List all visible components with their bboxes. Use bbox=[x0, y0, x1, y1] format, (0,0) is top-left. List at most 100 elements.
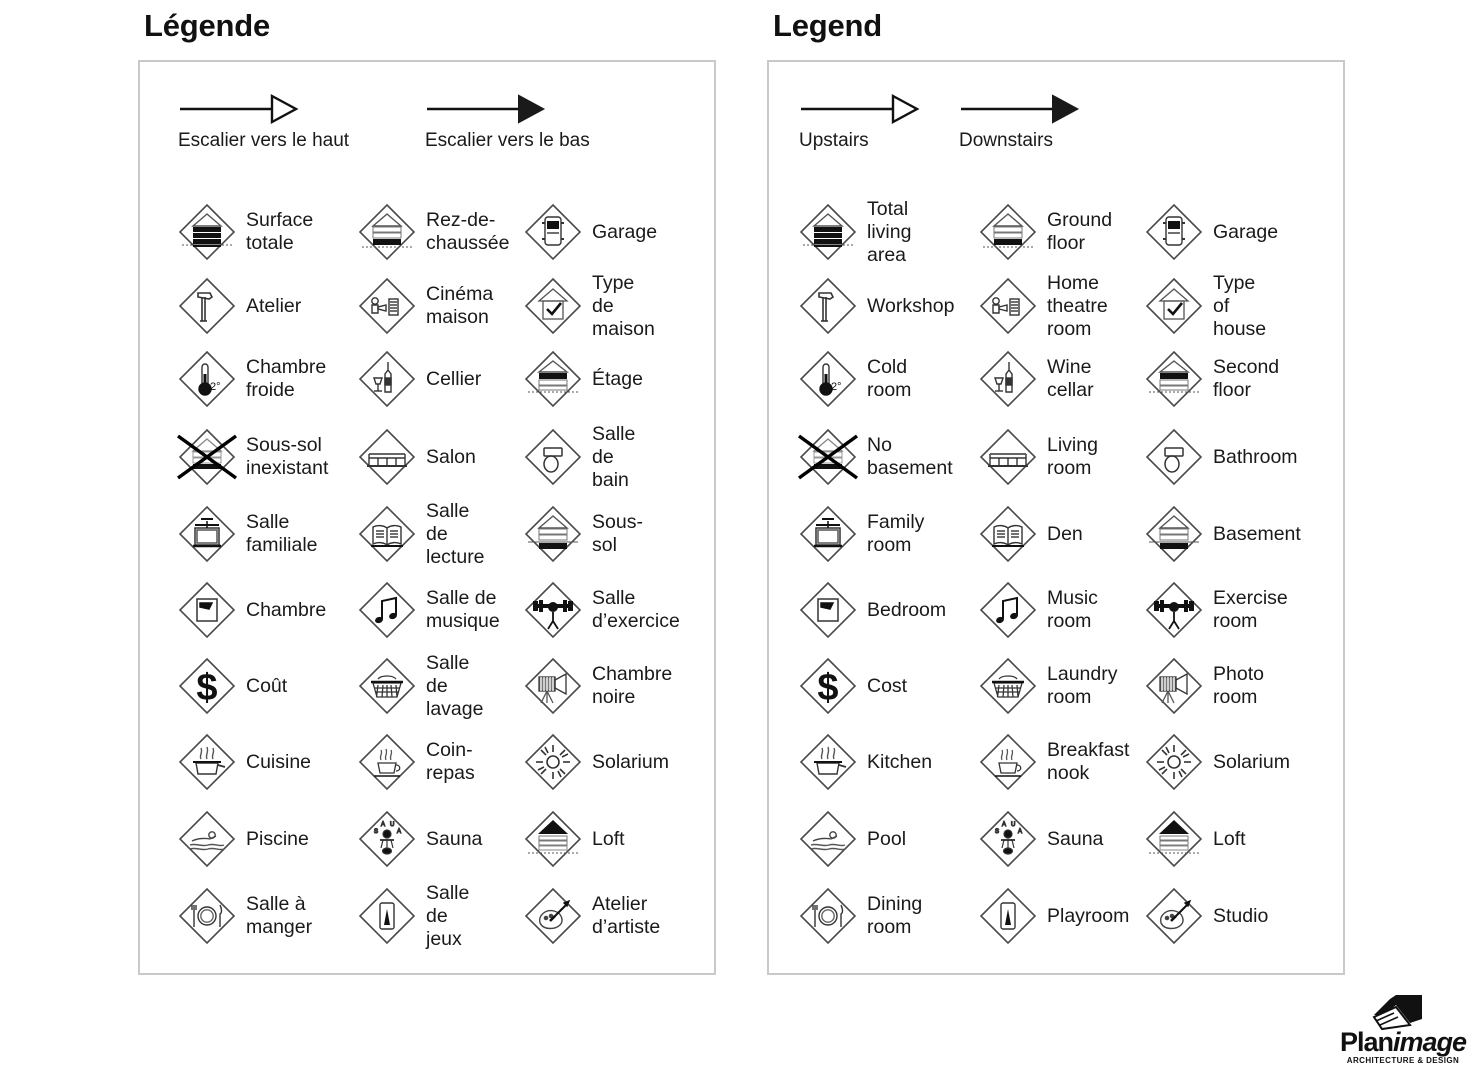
legend-item: 2° Cold room bbox=[797, 346, 911, 412]
legend-item-label: Cost bbox=[867, 674, 908, 697]
solarium-sun-icon bbox=[1143, 731, 1205, 793]
legend-item: Living room bbox=[977, 424, 1098, 490]
logo-word-plan: Plan bbox=[1339, 1027, 1394, 1057]
legend-item: No basement bbox=[797, 424, 953, 490]
legend-item-label: Piscine bbox=[246, 827, 309, 850]
stairs-item-1: Escalier vers le bas bbox=[425, 92, 590, 152]
legend-item-label: Salle familiale bbox=[246, 511, 318, 556]
panel-title-french: Légende bbox=[144, 8, 271, 43]
legend-item-label: Salle de musique bbox=[426, 587, 500, 632]
legend-item-label: Solarium bbox=[1213, 750, 1290, 773]
legend-item: Atelier d’artiste bbox=[522, 883, 660, 949]
cost-dollar-icon: $ bbox=[176, 655, 238, 717]
legend-item: S A U A Sauna bbox=[356, 806, 482, 872]
legend-item-label: Garage bbox=[1213, 220, 1279, 243]
svg-text:A: A bbox=[397, 829, 401, 835]
planimage-logo: Planimage ARCHITECTURE & DESIGN bbox=[1338, 993, 1468, 1066]
arrow-up-stairs-outline bbox=[801, 93, 920, 125]
laundry-basket-icon bbox=[356, 655, 418, 717]
legend-item-label: Kitchen bbox=[867, 750, 933, 773]
no-basement-icon bbox=[176, 426, 238, 488]
exercise-room-weights-icon bbox=[1143, 579, 1205, 641]
legend-item-label: Ground floor bbox=[1047, 209, 1113, 254]
legend-item-label: Type de maison bbox=[592, 271, 655, 340]
arrow-up-stairs-outline bbox=[180, 93, 299, 125]
legend-item: Type de maison bbox=[522, 271, 655, 340]
legend-frame-english: Upstairs Downstairs Total living area Works… bbox=[767, 60, 1345, 975]
legend-item: Pool bbox=[797, 806, 906, 872]
legend-item-label: Sauna bbox=[426, 827, 483, 850]
legend-item: Loft bbox=[522, 806, 625, 872]
stairs-item-0: Escalier vers le haut bbox=[178, 92, 349, 152]
legend-item: Solarium bbox=[1143, 729, 1290, 795]
legend-item: $ Cost bbox=[797, 653, 907, 719]
stairs-row-french: Escalier vers le haut Escalier vers le ba… bbox=[140, 92, 714, 162]
legend-item: Workshop bbox=[797, 273, 954, 339]
legend-item: Salle de bain bbox=[522, 423, 635, 491]
legend-item: Wine cellar bbox=[977, 346, 1094, 412]
svg-text:2°: 2° bbox=[831, 381, 842, 393]
legend-item: Home theatre room bbox=[977, 272, 1108, 340]
solarium-sun-icon bbox=[522, 731, 584, 793]
legend-item: Ground floor bbox=[977, 199, 1112, 265]
legend-item-label: Second floor bbox=[1213, 356, 1280, 401]
legend-item-label: Family room bbox=[867, 511, 925, 556]
legend-item: Salle de musique bbox=[356, 577, 500, 643]
second-floor-icon bbox=[522, 348, 584, 410]
legend-item-label: Exercise room bbox=[1213, 587, 1288, 632]
music-room-note-icon bbox=[977, 579, 1039, 641]
legend-item-label: Salle de lecture bbox=[426, 499, 485, 568]
bathroom-toilet-icon bbox=[522, 426, 584, 488]
legend-item-label: Coin- repas bbox=[426, 739, 475, 784]
family-room-tv-icon bbox=[176, 503, 238, 565]
den-book-icon bbox=[356, 503, 418, 565]
legend-item: 2° Chambre froide bbox=[176, 346, 326, 412]
arrow-down-stairs-filled bbox=[961, 94, 1080, 124]
legend-item-label: Studio bbox=[1213, 904, 1269, 927]
legend-item-label: Type of house bbox=[1213, 271, 1267, 340]
legend-item: Chambre noire bbox=[522, 653, 672, 719]
legend-item-label: Sous-sol bbox=[592, 511, 643, 556]
legend-item-label: Coût bbox=[246, 674, 288, 697]
legend-item: Kitchen bbox=[797, 729, 932, 795]
legend-item-label: Cuisine bbox=[246, 750, 312, 773]
svg-text:A: A bbox=[381, 822, 385, 828]
legend-item-label: Salle de lavage bbox=[426, 651, 484, 720]
legend-item: Den bbox=[977, 501, 1083, 567]
legend-item: Solarium bbox=[522, 729, 669, 795]
legend-item: Basement bbox=[1143, 501, 1301, 567]
legend-item-label: Laundry room bbox=[1047, 663, 1118, 708]
stairs-label: Escalier vers le haut bbox=[178, 130, 350, 151]
kitchen-pot-icon bbox=[797, 731, 859, 793]
basement-icon bbox=[522, 503, 584, 565]
legend-item-label: Breakfast nook bbox=[1047, 739, 1130, 784]
total-living-area-icon bbox=[176, 201, 238, 263]
legend-item: Rez-de- chaussée bbox=[356, 199, 509, 265]
legend-item-label: Cinéma maison bbox=[426, 283, 494, 328]
ground-floor-icon bbox=[356, 201, 418, 263]
wine-cellar-icon bbox=[356, 348, 418, 410]
basement-icon bbox=[1143, 503, 1205, 565]
loft-icon bbox=[1143, 808, 1205, 870]
logo-house-icon bbox=[1372, 995, 1422, 1031]
legend-item: $ Coût bbox=[176, 653, 287, 719]
loft-icon bbox=[522, 808, 584, 870]
type-of-house-check-icon bbox=[522, 275, 584, 337]
legend-item-label: Atelier d’artiste bbox=[592, 893, 661, 938]
legend-item: Cinéma maison bbox=[356, 273, 493, 339]
legend-item-label: Playroom bbox=[1047, 904, 1130, 927]
wine-cellar-icon bbox=[977, 348, 1039, 410]
legend-item-label: Loft bbox=[1213, 827, 1246, 850]
legend-item: Bedroom bbox=[797, 577, 946, 643]
legend-item: Salle de lecture bbox=[356, 499, 485, 568]
bedroom-icon bbox=[176, 579, 238, 641]
legend-item: Piscine bbox=[176, 806, 309, 872]
legend-item: Salle familiale bbox=[176, 501, 318, 567]
ground-floor-icon bbox=[977, 201, 1039, 263]
laundry-basket-icon bbox=[977, 655, 1039, 717]
legend-item: Laundry room bbox=[977, 653, 1117, 719]
workshop-hammer-icon bbox=[797, 275, 859, 337]
workshop-hammer-icon bbox=[176, 275, 238, 337]
legend-item: Coin- repas bbox=[356, 729, 475, 795]
